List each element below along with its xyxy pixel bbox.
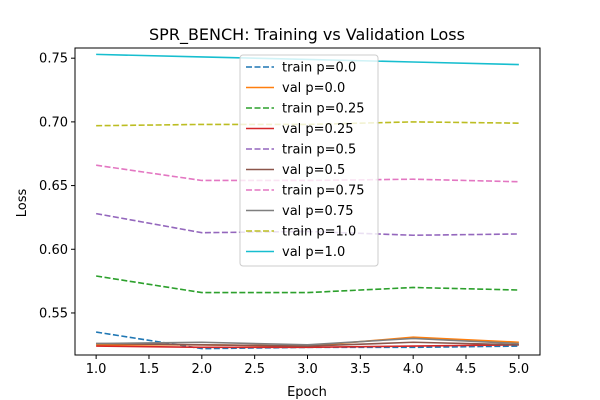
y-tick-label: 0.75 bbox=[39, 52, 68, 67]
x-tick-label: 2.0 bbox=[191, 362, 212, 377]
legend-label: train p=0.5 bbox=[282, 143, 356, 158]
legend-label: train p=0.75 bbox=[282, 184, 364, 199]
x-tick-label: 1.0 bbox=[86, 362, 107, 377]
x-tick-label: 1.5 bbox=[139, 362, 160, 377]
legend-label: train p=1.0 bbox=[282, 225, 356, 240]
legend-label: val p=0.75 bbox=[282, 204, 354, 219]
legend-label: val p=0.25 bbox=[282, 122, 354, 137]
x-axis-label: Epoch bbox=[287, 385, 327, 400]
legend-label: train p=0.25 bbox=[282, 102, 364, 117]
legend-label: val p=0.5 bbox=[282, 163, 345, 178]
series-line-val-p-0-25 bbox=[96, 344, 519, 349]
x-tick-label: 5.0 bbox=[509, 362, 530, 377]
y-tick-label: 0.65 bbox=[39, 179, 68, 194]
legend-label: val p=0.0 bbox=[282, 81, 345, 96]
x-tick-label: 3.5 bbox=[350, 362, 371, 377]
series-line-val-p-0-5 bbox=[96, 341, 519, 347]
chart-title: SPR_BENCH: Training vs Validation Loss bbox=[149, 25, 465, 45]
series-line-val-p-0-75 bbox=[96, 337, 519, 346]
y-tick-label: 0.70 bbox=[39, 115, 68, 130]
y-tick-label: 0.55 bbox=[39, 306, 68, 321]
legend-box bbox=[239, 54, 379, 267]
y-axis-label: Loss bbox=[15, 189, 30, 218]
x-axis: 1.0 1.5 2.0 2.5 3.0 3.5 4.0 4.5 5.0 bbox=[86, 355, 529, 377]
y-axis: 0.55 0.60 0.65 0.70 0.75 bbox=[39, 52, 75, 321]
x-tick-label: 3.0 bbox=[297, 362, 318, 377]
legend-label: val p=1.0 bbox=[282, 245, 345, 260]
series-line-train-p-1-0 bbox=[96, 121, 519, 127]
legend-label: train p=0.0 bbox=[282, 61, 356, 76]
x-tick-label: 4.5 bbox=[456, 362, 477, 377]
legend: train p=0.0 val p=0.0 train p=0.25 val p=0.… bbox=[239, 54, 379, 267]
x-tick-label: 4.0 bbox=[403, 362, 424, 377]
series-line-train-p-0-75 bbox=[96, 164, 519, 183]
y-tick-label: 0.60 bbox=[39, 243, 68, 258]
series-line-train-p-0-25 bbox=[96, 275, 519, 294]
x-tick-label: 2.5 bbox=[244, 362, 265, 377]
